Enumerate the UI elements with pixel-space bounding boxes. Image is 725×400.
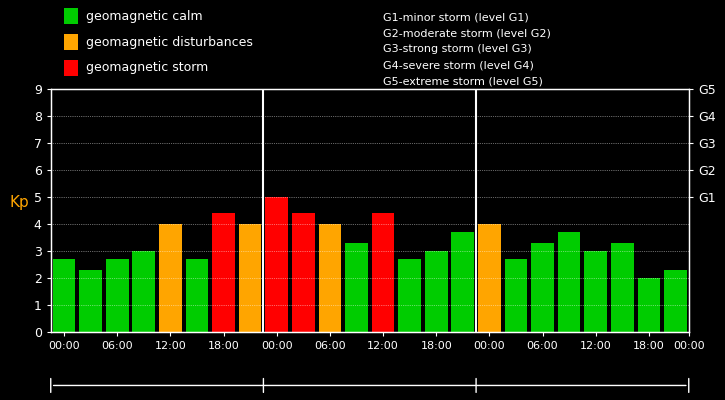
Text: G1-minor storm (level G1): G1-minor storm (level G1) <box>383 12 529 22</box>
Bar <box>133 251 155 332</box>
Bar <box>558 232 581 332</box>
Bar <box>531 243 554 332</box>
Bar <box>584 251 607 332</box>
Y-axis label: Kp: Kp <box>10 196 30 210</box>
Bar <box>159 224 182 332</box>
Bar <box>186 259 208 332</box>
Text: geomagnetic disturbances: geomagnetic disturbances <box>86 36 253 48</box>
Bar <box>64 8 78 24</box>
Text: G2-moderate storm (level G2): G2-moderate storm (level G2) <box>383 28 550 38</box>
Bar <box>79 270 102 332</box>
Text: G4-severe storm (level G4): G4-severe storm (level G4) <box>383 61 534 71</box>
Bar <box>53 259 75 332</box>
Bar <box>372 213 394 332</box>
Bar <box>478 224 501 332</box>
Text: G5-extreme storm (level G5): G5-extreme storm (level G5) <box>383 77 542 87</box>
Bar <box>318 224 341 332</box>
Bar <box>265 197 288 332</box>
Bar <box>64 60 78 76</box>
Bar <box>664 270 687 332</box>
Bar <box>345 243 368 332</box>
Bar <box>239 224 262 332</box>
Text: geomagnetic calm: geomagnetic calm <box>86 10 202 22</box>
Bar <box>292 213 315 332</box>
Text: G3-strong storm (level G3): G3-strong storm (level G3) <box>383 44 531 54</box>
Bar <box>398 259 421 332</box>
Bar <box>505 259 527 332</box>
Bar <box>106 259 128 332</box>
Bar <box>452 232 474 332</box>
Bar <box>637 278 660 332</box>
Bar <box>611 243 634 332</box>
Text: geomagnetic storm: geomagnetic storm <box>86 62 208 74</box>
Bar <box>212 213 235 332</box>
Bar <box>64 34 78 50</box>
Bar <box>425 251 447 332</box>
